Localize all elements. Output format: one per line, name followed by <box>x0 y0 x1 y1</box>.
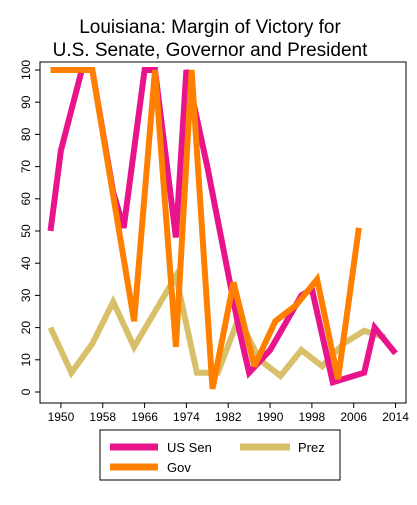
y-tick-label: 0 <box>19 388 33 395</box>
x-tick-label: 2014 <box>382 410 409 424</box>
plot-frame <box>39 61 407 404</box>
legend-box <box>99 429 341 481</box>
y-tick-label: 20 <box>19 321 33 335</box>
x-tick-label: 1966 <box>131 410 158 424</box>
series-line-gov <box>50 67 362 390</box>
y-tick-label: 60 <box>19 192 33 206</box>
x-tick-label: 1958 <box>89 410 116 424</box>
chart-title-line1: Louisiana: Margin of Victory for <box>79 17 341 38</box>
x-tick-label: 1974 <box>173 410 200 424</box>
y-tick-label: 30 <box>19 288 33 302</box>
y-tick-label: 100 <box>19 60 33 80</box>
x-tick-label: 1950 <box>48 410 75 424</box>
chart-title-line2: U.S. Senate, Governor and President <box>53 40 368 61</box>
x-tick-label: 2006 <box>340 410 367 424</box>
legend-label-prez: Prez <box>298 440 325 455</box>
y-tick-label: 10 <box>19 353 33 367</box>
x-tick-label: 1998 <box>299 410 326 424</box>
legend-label-us-sen: US Sen <box>167 440 212 455</box>
y-tick-label: 80 <box>19 127 33 141</box>
series-lines <box>47 67 398 390</box>
x-tick-label: 1982 <box>215 410 242 424</box>
axes: 0 10 20 30 40 50 60 70 80 90 100 1950 1958 1966 1974 19… <box>19 60 409 424</box>
legend: US Sen Prez Gov <box>99 429 341 481</box>
x-tick-label: 1990 <box>257 410 284 424</box>
y-tick-label: 50 <box>19 224 33 238</box>
y-tick-label: 70 <box>19 160 33 174</box>
legend-label-gov: Gov <box>167 460 191 475</box>
y-tick-label: 90 <box>19 95 33 109</box>
y-tick-label: 40 <box>19 256 33 270</box>
